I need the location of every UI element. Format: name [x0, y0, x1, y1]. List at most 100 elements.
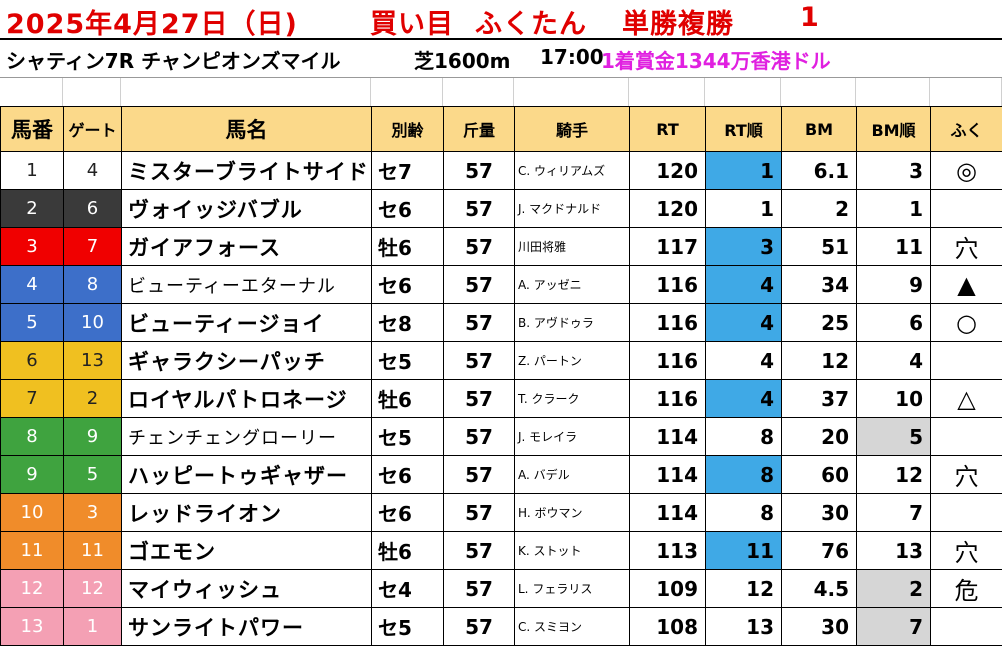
bm-rank: 6 — [856, 303, 931, 342]
jockey-name: Z. パートン — [514, 341, 630, 380]
rt-value: 116 — [629, 265, 706, 304]
rt-rank: 8 — [705, 493, 782, 532]
bm-value: 37 — [781, 379, 857, 418]
bm-value: 34 — [781, 265, 857, 304]
carried-weight: 57 — [443, 607, 515, 646]
carried-weight: 57 — [443, 493, 515, 532]
gate-number: 10 — [63, 303, 122, 342]
horse-name: ゴエモン — [121, 531, 372, 570]
rt-rank: 4 — [705, 341, 782, 380]
gate-number: 11 — [63, 531, 122, 570]
horse-name: ビューティーエターナル — [121, 265, 372, 304]
bm-value: 30 — [781, 607, 857, 646]
sex-age: セ5 — [371, 417, 444, 456]
horse-number: 8 — [0, 417, 64, 456]
horse-name: ロイヤルパトロネージ — [121, 379, 372, 418]
bm-rank: 3 — [856, 151, 931, 190]
table-row: 11 11 ゴエモン 牡6 57 K. ストット 113 11 76 13 穴 — [0, 531, 1002, 570]
bm-rank: 12 — [856, 455, 931, 494]
race-time: 17:00 — [540, 45, 604, 69]
horse-name: サンライトパワー — [121, 607, 372, 646]
carried-weight: 57 — [443, 227, 515, 266]
col-header-number: 馬番 — [0, 106, 64, 152]
jockey-name: C. ウィリアムズ — [514, 151, 630, 190]
jockey-name: L. フェラリス — [514, 569, 630, 608]
bm-value: 6.1 — [781, 151, 857, 190]
rt-rank: 4 — [705, 265, 782, 304]
bm-value: 12 — [781, 341, 857, 380]
prediction-mark — [930, 493, 1002, 532]
col-header-bm: BM — [781, 106, 857, 152]
gate-number: 8 — [63, 265, 122, 304]
bm-rank: 2 — [856, 569, 931, 608]
sex-age: セ6 — [371, 455, 444, 494]
rt-value: 120 — [629, 189, 706, 228]
title-bar: 2025年4月27日（日) 買い目 ふくたん 単勝複勝 1 — [0, 0, 1002, 40]
col-header-sexage: 別齢 — [371, 106, 444, 152]
prediction-mark: 穴 — [930, 227, 1002, 266]
rt-value: 116 — [629, 379, 706, 418]
horse-number: 3 — [0, 227, 64, 266]
horse-name: マイウィッシュ — [121, 569, 372, 608]
bm-value: 25 — [781, 303, 857, 342]
sex-age: 牡6 — [371, 227, 444, 266]
race-course: 芝1600m — [414, 49, 511, 73]
prediction-mark — [930, 607, 1002, 646]
bm-value: 60 — [781, 455, 857, 494]
carried-weight: 57 — [443, 379, 515, 418]
horse-number: 2 — [0, 189, 64, 228]
jockey-name: H. ボウマン — [514, 493, 630, 532]
bm-rank: 7 — [856, 607, 931, 646]
sex-age: セ6 — [371, 265, 444, 304]
sex-age: セ5 — [371, 341, 444, 380]
rt-rank: 4 — [705, 379, 782, 418]
table-row: 12 12 マイウィッシュ セ4 57 L. フェラリス 109 12 4.5 2 危 — [0, 569, 1002, 608]
rt-value: 114 — [629, 493, 706, 532]
rt-rank: 4 — [705, 303, 782, 342]
sex-age: セ8 — [371, 303, 444, 342]
race-date: 2025年4月27日（日) — [6, 9, 298, 40]
prediction-mark: 穴 — [930, 455, 1002, 494]
bm-value: 20 — [781, 417, 857, 456]
race-name: シャティン7R チャンピオンズマイル — [6, 49, 341, 73]
col-header-weight: 斤量 — [443, 106, 515, 152]
prediction-mark: △ — [930, 379, 1002, 418]
jockey-name: J. モレイラ — [514, 417, 630, 456]
prediction-mark: 穴 — [930, 531, 1002, 570]
horse-number: 11 — [0, 531, 64, 570]
horse-number: 9 — [0, 455, 64, 494]
author-name: ふくたん — [475, 9, 587, 40]
table-row: 4 8 ビューティーエターナル セ6 57 A. アッゼニ 116 4 34 9 ▲ — [0, 265, 1002, 304]
rt-value: 114 — [629, 455, 706, 494]
sex-age: 牡6 — [371, 379, 444, 418]
horse-table: 馬番 ゲート 馬名 別齢 斤量 騎手 RT RT順 BM BM順 ふく 1 4 ミス… — [0, 106, 1002, 646]
jockey-name: B. アヴドゥラ — [514, 303, 630, 342]
rt-rank: 8 — [705, 455, 782, 494]
carried-weight: 57 — [443, 455, 515, 494]
gate-number: 2 — [63, 379, 122, 418]
sex-age: 牡6 — [371, 531, 444, 570]
col-header-rt-rank: RT順 — [705, 106, 782, 152]
col-header-rt: RT — [629, 106, 706, 152]
horse-number: 1 — [0, 151, 64, 190]
race-prize: 1着賞金1344万香港ドル — [601, 49, 831, 73]
bm-value: 76 — [781, 531, 857, 570]
carried-weight: 57 — [443, 417, 515, 456]
table-row: 5 10 ビューティージョイ セ8 57 B. アヴドゥラ 116 4 25 6 ○ — [0, 303, 1002, 342]
prediction-mark — [930, 341, 1002, 380]
carried-weight: 57 — [443, 265, 515, 304]
horse-name: ヴォイッジバブル — [121, 189, 372, 228]
rt-rank: 1 — [705, 151, 782, 190]
bm-rank: 7 — [856, 493, 931, 532]
table-row: 1 4 ミスターブライトサイド セ7 57 C. ウィリアムズ 120 1 6.1 3 ◎ — [0, 151, 1002, 190]
bm-value: 2 — [781, 189, 857, 228]
table-header-row: 馬番 ゲート 馬名 別齢 斤量 騎手 RT RT順 BM BM順 ふく — [0, 106, 1002, 152]
carried-weight: 57 — [443, 341, 515, 380]
table-row: 2 6 ヴォイッジバブル セ6 57 J. マクドナルド 120 1 2 1 — [0, 189, 1002, 228]
jockey-name: A. アッゼニ — [514, 265, 630, 304]
sex-age: セ4 — [371, 569, 444, 608]
empty-spacer-row — [0, 78, 1002, 106]
bm-value: 4.5 — [781, 569, 857, 608]
prediction-mark — [930, 189, 1002, 228]
bm-rank: 10 — [856, 379, 931, 418]
